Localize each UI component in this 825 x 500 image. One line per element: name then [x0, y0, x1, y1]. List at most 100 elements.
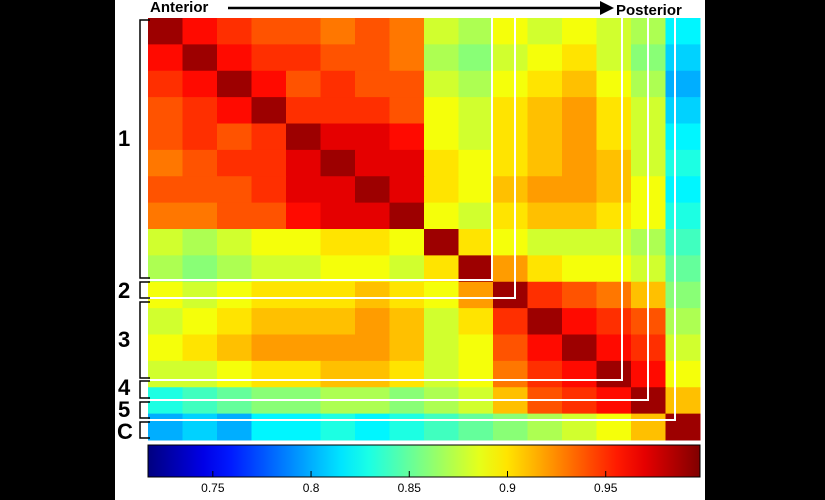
heatmap-cell [251, 281, 287, 309]
heatmap-cell [148, 255, 183, 283]
heatmap-cell [527, 97, 563, 124]
heatmap-cell [424, 308, 459, 335]
heatmap-cell [251, 308, 287, 335]
heatmap-cell [493, 123, 528, 151]
heatmap-cell [286, 229, 321, 256]
heatmap-cell [355, 360, 390, 388]
heatmap-cell [596, 44, 632, 72]
heatmap-cell [424, 149, 459, 177]
heatmap-cell [562, 97, 597, 124]
heatmap-cell [355, 97, 390, 124]
heatmap-cell [217, 413, 252, 441]
heatmap-cell [355, 229, 390, 256]
heatmap-cell [251, 229, 287, 256]
heatmap-cell [389, 413, 425, 441]
heatmap-cell [217, 360, 252, 388]
heatmap-cell [458, 413, 494, 441]
heatmap-cell [665, 308, 701, 335]
group-label: 3 [118, 327, 130, 352]
heatmap-cell [458, 308, 494, 335]
heatmap-cell [182, 229, 218, 256]
heatmap-cell [251, 97, 287, 124]
heatmap-cell [217, 149, 252, 177]
heatmap-cell [424, 229, 459, 256]
heatmap-cell [320, 149, 356, 177]
heatmap-cell [665, 44, 701, 72]
heatmap-cell [286, 18, 321, 45]
heatmap-cell [389, 70, 425, 98]
heatmap-cell [355, 202, 390, 230]
heatmap-cell [286, 149, 321, 177]
heatmap-cell [251, 70, 287, 98]
heatmap-cell [424, 202, 459, 230]
heatmap-cell [665, 281, 701, 309]
heatmap-cell [320, 413, 356, 441]
heatmap-cell [148, 360, 183, 388]
heatmap-cell [527, 70, 563, 98]
group-label: 1 [118, 126, 130, 151]
colorbar-tick-label: 0.95 [594, 481, 618, 495]
heatmap-cell [148, 123, 183, 151]
heatmap-cell [251, 176, 287, 204]
heatmap-cell [320, 334, 356, 362]
heatmap-cell [355, 149, 390, 177]
colorbar-tick-label: 0.75 [201, 481, 225, 495]
heatmap-cell [251, 360, 287, 388]
heatmap-cell [596, 281, 632, 309]
group-label: C [117, 419, 133, 444]
heatmap-cell [320, 70, 356, 98]
heatmap-cell [320, 44, 356, 72]
anterior-label: Anterior [150, 0, 209, 16]
heatmap-cell [389, 229, 425, 256]
heatmap-cell [527, 255, 563, 283]
heatmap-cell [596, 308, 632, 335]
heatmap-cell [320, 308, 356, 335]
heatmap-cell [562, 229, 597, 256]
heatmap-cell [527, 281, 563, 309]
heatmap-cell [251, 255, 287, 283]
heatmap-cell [389, 202, 425, 230]
heatmap-cell [286, 255, 321, 283]
heatmap-cell [596, 360, 632, 388]
heatmap-cell [251, 413, 287, 441]
heatmap-cell [286, 123, 321, 151]
heatmap-cell [562, 281, 597, 309]
group-label: 5 [118, 397, 130, 422]
group-brackets [139, 19, 150, 439]
heatmap-cell [493, 360, 528, 388]
heatmap-cell [286, 308, 321, 335]
heatmap-cell [665, 387, 701, 415]
arrow-head [600, 1, 614, 15]
heatmap-cell [562, 176, 597, 204]
heatmap-cell [251, 123, 287, 151]
heatmap-cell [665, 70, 701, 98]
heatmap-cell [527, 360, 563, 388]
heatmap-cell [182, 123, 218, 151]
heatmap-cell [286, 70, 321, 98]
heatmap-cell [493, 70, 528, 98]
heatmap-cell [527, 334, 563, 362]
posterior-label: Posterior [616, 2, 682, 19]
heatmap-cell [424, 18, 459, 45]
heatmap-cell [458, 334, 494, 362]
heatmap-cell [458, 176, 494, 204]
heatmap-cell [493, 308, 528, 335]
heatmap-cell [182, 176, 218, 204]
heatmap-cell [527, 176, 563, 204]
heatmap-cell [148, 97, 183, 124]
block-outlines [148, 18, 676, 421]
heatmap-cell [562, 70, 597, 98]
heatmap-cell [562, 44, 597, 72]
heatmap-cell [493, 18, 528, 45]
heatmap-cell [320, 97, 356, 124]
heatmap-cell [320, 123, 356, 151]
heatmap-cell [665, 334, 701, 362]
heatmap-cell [424, 176, 459, 204]
heatmap-cell [596, 70, 632, 98]
heatmap-cell [493, 229, 528, 256]
heatmap-cell [458, 281, 494, 309]
heatmap-cell [458, 123, 494, 151]
colorbar [147, 444, 701, 478]
heatmap-cell [148, 70, 183, 98]
